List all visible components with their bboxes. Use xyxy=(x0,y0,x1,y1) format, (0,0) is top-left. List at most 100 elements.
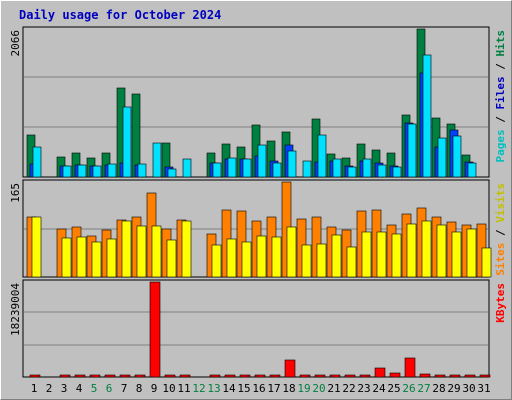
bar-sites-day-28 xyxy=(436,224,447,278)
x-tick-label: 17 xyxy=(267,382,280,395)
bar-kbytes-day-19 xyxy=(299,374,311,378)
x-tick-label: 15 xyxy=(237,382,250,395)
bar-pages-day-10 xyxy=(167,168,177,178)
bar-sites-day-17 xyxy=(271,236,282,278)
bar-kbytes-day-15 xyxy=(239,374,251,378)
x-tick-label: 11 xyxy=(177,382,190,395)
bar-sites-day-7 xyxy=(121,220,132,278)
bar-pages-day-22 xyxy=(347,166,357,178)
bar-sites-day-11 xyxy=(181,220,192,278)
x-tick-label: 28 xyxy=(432,382,445,395)
bar-sites-day-15 xyxy=(241,241,252,278)
x-tick-label: 8 xyxy=(136,382,143,395)
y-max-label: 18239004 xyxy=(9,283,22,336)
x-tick-label: 25 xyxy=(387,382,400,395)
bar-kbytes-day-1 xyxy=(29,374,41,378)
bar-pages-day-19 xyxy=(302,160,312,178)
x-tick-label: 29 xyxy=(447,382,460,395)
x-tick-label: 18 xyxy=(282,382,295,395)
bar-pages-day-11 xyxy=(182,158,192,178)
bar-kbytes-day-30 xyxy=(464,374,476,378)
x-tick-label: 24 xyxy=(372,382,386,395)
bar-sites-day-29 xyxy=(451,231,462,278)
x-tick-label: 7 xyxy=(121,382,128,395)
bar-kbytes-day-8 xyxy=(134,374,146,378)
bar-sites-day-20 xyxy=(316,243,327,278)
bar-sites-day-27 xyxy=(421,220,432,278)
legend-kbytes: KBytes xyxy=(494,283,507,323)
bar-pages-day-23 xyxy=(362,158,372,178)
bar-pages-day-4 xyxy=(77,164,87,178)
bar-pages-day-1 xyxy=(32,146,42,178)
bar-pages-day-13 xyxy=(212,162,222,178)
x-tick-label: 27 xyxy=(417,382,430,395)
bar-pages-day-28 xyxy=(437,137,447,178)
bar-pages-day-7 xyxy=(122,106,132,178)
legend-entry: / xyxy=(494,110,507,130)
bar-kbytes-day-25 xyxy=(389,372,401,378)
legend-entry: Pages xyxy=(494,129,507,162)
bar-pages-day-17 xyxy=(272,162,282,178)
bar-kbytes-day-16 xyxy=(254,374,266,378)
x-tick-label: 23 xyxy=(357,382,370,395)
bar-sites-day-22 xyxy=(346,246,357,278)
bar-sites-day-1 xyxy=(31,216,42,278)
bar-pages-day-5 xyxy=(92,165,102,178)
bar-pages-day-21 xyxy=(332,158,342,178)
bar-sites-day-4 xyxy=(76,236,87,278)
legend-entry: / xyxy=(494,57,507,77)
bar-pages-day-3 xyxy=(62,165,72,178)
bar-kbytes-day-6 xyxy=(104,374,116,378)
bar-kbytes-day-26 xyxy=(404,357,416,378)
bar-pages-day-6 xyxy=(107,163,117,178)
x-tick-label: 10 xyxy=(162,382,175,395)
bar-sites-day-26 xyxy=(406,223,417,278)
bar-pages-day-27 xyxy=(422,54,432,178)
chart-title: Daily usage for October 2024 xyxy=(19,8,222,22)
bar-sites-day-31 xyxy=(481,247,492,278)
legend-entry: Visits xyxy=(494,183,507,223)
bar-kbytes-day-14 xyxy=(224,374,236,378)
legend-visits-sites: Sites / Visits xyxy=(494,183,507,276)
bar-kbytes-day-22 xyxy=(344,374,356,378)
bar-pages-day-30 xyxy=(467,162,477,178)
plot-area-kbytes xyxy=(22,279,490,378)
x-tick-label: 21 xyxy=(327,382,340,395)
bar-pages-day-16 xyxy=(257,144,267,178)
bar-kbytes-day-24 xyxy=(374,367,386,378)
bar-sites-day-30 xyxy=(466,228,477,278)
x-tick-label: 20 xyxy=(312,382,325,395)
bar-sites-day-24 xyxy=(376,231,387,278)
bar-kbytes-day-13 xyxy=(209,374,221,378)
x-tick-label: 9 xyxy=(151,382,158,395)
bar-sites-day-6 xyxy=(106,238,117,278)
bar-sites-day-19 xyxy=(301,244,312,278)
legend-entry: Hits xyxy=(494,30,507,57)
x-tick-label: 31 xyxy=(477,382,490,395)
x-tick-label: 26 xyxy=(402,382,415,395)
x-tick-label: 13 xyxy=(207,382,220,395)
bar-kbytes-day-29 xyxy=(449,374,461,378)
bar-pages-day-29 xyxy=(452,135,462,178)
bar-sites-day-23 xyxy=(361,231,372,278)
bar-sites-day-14 xyxy=(226,238,237,278)
bar-sites-day-13 xyxy=(211,244,222,278)
bar-kbytes-day-18 xyxy=(284,359,296,378)
x-tick-label: 12 xyxy=(192,382,205,395)
bar-kbytes-day-17 xyxy=(269,374,281,378)
bar-kbytes-day-10 xyxy=(164,374,176,378)
legend-entry: KBytes xyxy=(494,283,507,323)
y-max-label: 165 xyxy=(9,183,22,203)
bar-sites-day-25 xyxy=(391,233,402,278)
bar-pages-day-8 xyxy=(137,163,147,178)
bar-sites-day-16 xyxy=(256,235,267,278)
x-tick-label: 19 xyxy=(297,382,310,395)
x-tick-label: 4 xyxy=(76,382,83,395)
x-tick-label: 2 xyxy=(46,382,53,395)
x-tick-label: 1 xyxy=(31,382,38,395)
bar-kbytes-day-9 xyxy=(149,281,161,378)
bar-kbytes-day-21 xyxy=(329,374,341,378)
bar-kbytes-day-27 xyxy=(419,373,431,378)
x-tick-label: 5 xyxy=(91,382,98,395)
